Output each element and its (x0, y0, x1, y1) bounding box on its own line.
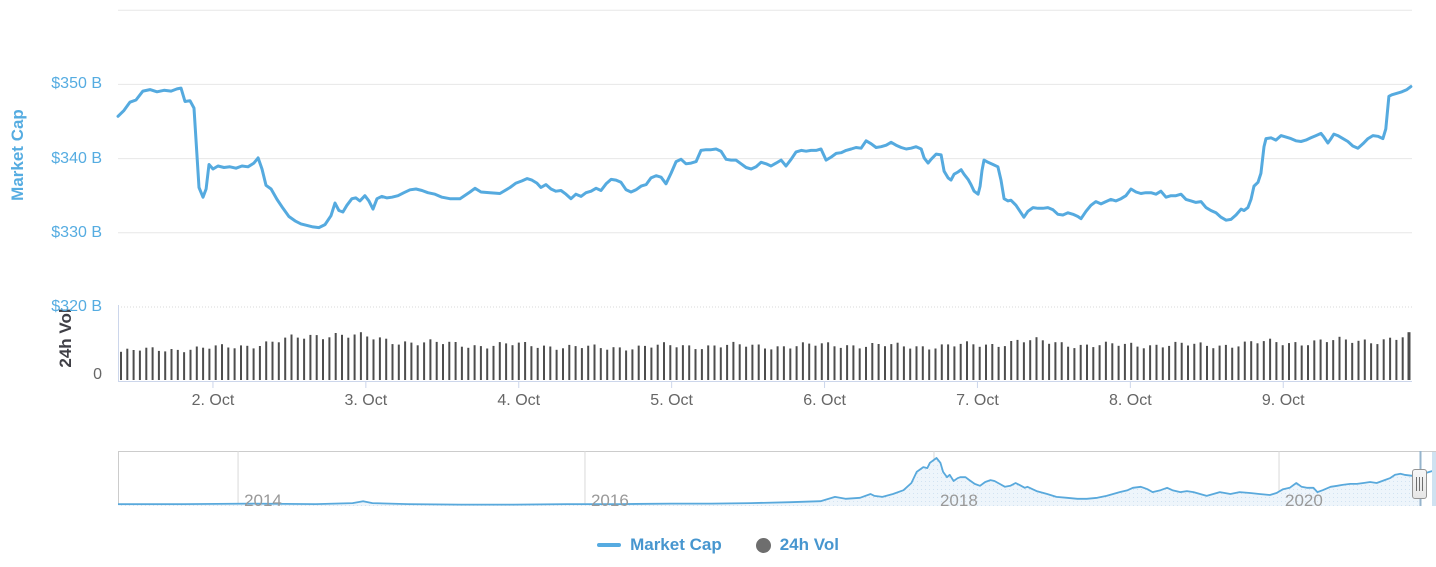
x-axis-date-label: 6. Oct (803, 392, 846, 409)
main-chart-plot-area[interactable] (118, 8, 1412, 381)
navigator-year-label: 2018 (939, 491, 978, 510)
x-axis-date-label: 4. Oct (497, 392, 541, 409)
market-cap-axis-title: Market Cap (8, 109, 27, 201)
x-axis-date-label: 2. Oct (191, 392, 235, 409)
market-cap-line-icon (597, 543, 622, 547)
legend-item-market-cap[interactable]: Market Cap (597, 535, 722, 555)
y-axis-label: $320 B (51, 298, 102, 315)
legend-item-24h-vol[interactable]: 24h Vol (755, 535, 839, 555)
navigator-year-label: 2020 (1285, 491, 1323, 510)
x-axis-date-label: 3. Oct (344, 392, 388, 409)
x-axis-date-label: 7. Oct (956, 392, 999, 409)
x-axis-date-label: 8. Oct (1109, 392, 1152, 409)
legend-label-market-cap: Market Cap (630, 535, 722, 554)
volume-circle-icon (755, 537, 771, 553)
navigator-handle[interactable] (1412, 469, 1427, 499)
x-axis-date-label: 9. Oct (1261, 392, 1305, 409)
legend: Market Cap 24h Vol (0, 535, 1436, 555)
y-axis-label: $330 B (51, 223, 102, 241)
navigator-track[interactable] (118, 451, 1436, 506)
x-axis-date-label: 5. Oct (650, 392, 693, 409)
y-axis-label: $350 B (51, 75, 102, 93)
y-axis-label: $340 B (51, 149, 102, 167)
navigator-year-label: 2016 (590, 491, 629, 510)
legend-label-24h-vol: 24h Vol (779, 535, 839, 554)
volume-zero-label: 0 (93, 366, 102, 383)
navigator-year-label: 2014 (244, 491, 282, 510)
